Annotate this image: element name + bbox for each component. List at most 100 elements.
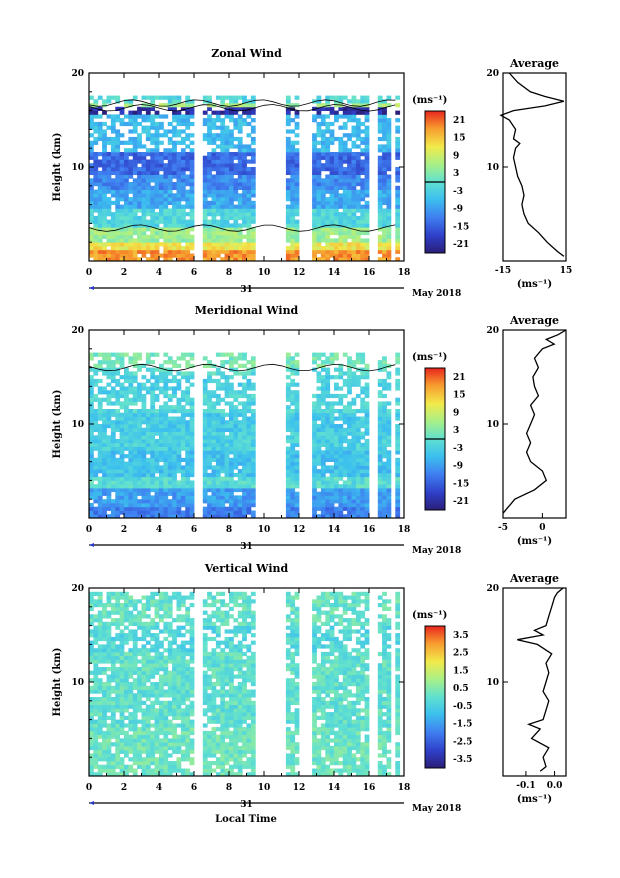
heatmap-cell	[220, 450, 225, 454]
heatmap-cell	[229, 96, 234, 100]
heatmap-cell	[242, 197, 247, 201]
heatmap-cell	[172, 129, 177, 133]
heatmap-cell	[251, 398, 256, 402]
heatmap-cell	[93, 246, 98, 250]
heatmap-cell	[290, 103, 295, 107]
heatmap-cell	[190, 133, 195, 137]
heatmap-cell	[107, 596, 112, 600]
heatmap-cell	[190, 450, 195, 454]
heatmap-cell	[338, 141, 343, 145]
heatmap-cell	[150, 454, 155, 458]
heatmap-cell	[168, 235, 173, 239]
heatmap-cell	[115, 360, 120, 364]
heatmap-cell	[137, 428, 142, 432]
heatmap-cell	[360, 205, 365, 209]
heatmap-cell	[216, 220, 221, 224]
heatmap-cell	[155, 205, 160, 209]
heatmap-cell	[133, 484, 138, 488]
heatmap-cell	[133, 499, 138, 503]
heatmap-cell	[133, 152, 138, 156]
heatmap-cell	[203, 235, 208, 239]
heatmap-cell	[181, 167, 186, 171]
heatmap-cell	[317, 182, 322, 186]
heatmap-cell	[150, 175, 155, 179]
heatmap-cell	[242, 160, 247, 164]
heatmap-cell	[356, 454, 361, 458]
heatmap-cell	[137, 227, 142, 231]
heatmap-cell	[150, 432, 155, 436]
heatmap-cell	[124, 432, 129, 436]
heatmap-cell	[128, 675, 133, 679]
heatmap-cell	[312, 401, 317, 405]
heatmap-cell	[212, 175, 217, 179]
heatmap-cell	[107, 201, 112, 205]
heatmap-cell	[220, 409, 225, 413]
heatmap-cell	[325, 201, 330, 205]
heatmap-cell	[150, 160, 155, 164]
heatmap-cell	[111, 697, 116, 701]
heatmap-cell	[102, 160, 107, 164]
heatmap-cell	[128, 383, 133, 387]
heatmap-cell	[107, 477, 112, 481]
heatmap-cell	[360, 231, 365, 235]
heatmap-cell	[155, 450, 160, 454]
heatmap-cell	[238, 223, 243, 227]
heatmap-cell	[185, 477, 190, 481]
heatmap-cell	[233, 398, 238, 402]
heatmap-cell	[128, 227, 133, 231]
heatmap-cell	[137, 618, 142, 622]
heatmap-cell	[124, 511, 129, 515]
heatmap-cell	[356, 488, 361, 492]
heatmap-cell	[321, 413, 326, 417]
heatmap-cell	[163, 443, 168, 447]
heatmap-cell	[181, 480, 186, 484]
heatmap-cell	[142, 690, 147, 694]
heatmap-cell	[128, 495, 133, 499]
heatmap-cell	[360, 353, 365, 357]
heatmap-cell	[251, 424, 256, 428]
heatmap-cell	[128, 637, 133, 641]
heatmap-cell	[93, 746, 98, 750]
heatmap-cell	[181, 212, 186, 216]
heatmap-cell	[124, 235, 129, 239]
heatmap-cell	[229, 443, 234, 447]
heatmap-cell	[220, 178, 225, 182]
heatmap-cell	[286, 137, 291, 141]
heatmap-cell	[238, 129, 243, 133]
heatmap-cell	[150, 648, 155, 652]
heatmap-cell	[181, 413, 186, 417]
heatmap-cell	[290, 212, 295, 216]
heatmap-cell	[312, 417, 317, 421]
heatmap-cell	[172, 126, 177, 130]
heatmap-cell	[238, 201, 243, 205]
heatmap-cell	[334, 368, 339, 372]
heatmap-cell	[159, 727, 164, 731]
heatmap-cell	[137, 171, 142, 175]
heatmap-cell	[142, 447, 147, 451]
heatmap-cell	[107, 746, 112, 750]
heatmap-cell	[325, 186, 330, 190]
heatmap-cell	[107, 137, 112, 141]
heatmap-cell	[295, 156, 300, 160]
heatmap-cell	[190, 503, 195, 507]
heatmap-cell	[111, 428, 116, 432]
heatmap-cell	[89, 409, 94, 413]
heatmap-cell	[102, 435, 107, 439]
x-tick-label: 18	[398, 268, 411, 278]
heatmap-cell	[142, 443, 147, 447]
heatmap-cell	[177, 462, 182, 466]
heatmap-cell	[102, 417, 107, 421]
heatmap-cell	[137, 435, 142, 439]
heatmap-cell	[111, 443, 116, 447]
heatmap-cell	[168, 190, 173, 194]
heatmap-cell	[128, 629, 133, 633]
heatmap-cell	[98, 611, 103, 615]
heatmap-cell	[229, 405, 234, 409]
heatmap-cell	[212, 405, 217, 409]
heatmap-cell	[247, 492, 252, 496]
heatmap-cell	[352, 144, 357, 148]
heatmap-cell	[124, 428, 129, 432]
heatmap-cell	[203, 413, 208, 417]
heatmap-cell	[295, 443, 300, 447]
heatmap-cell	[356, 167, 361, 171]
